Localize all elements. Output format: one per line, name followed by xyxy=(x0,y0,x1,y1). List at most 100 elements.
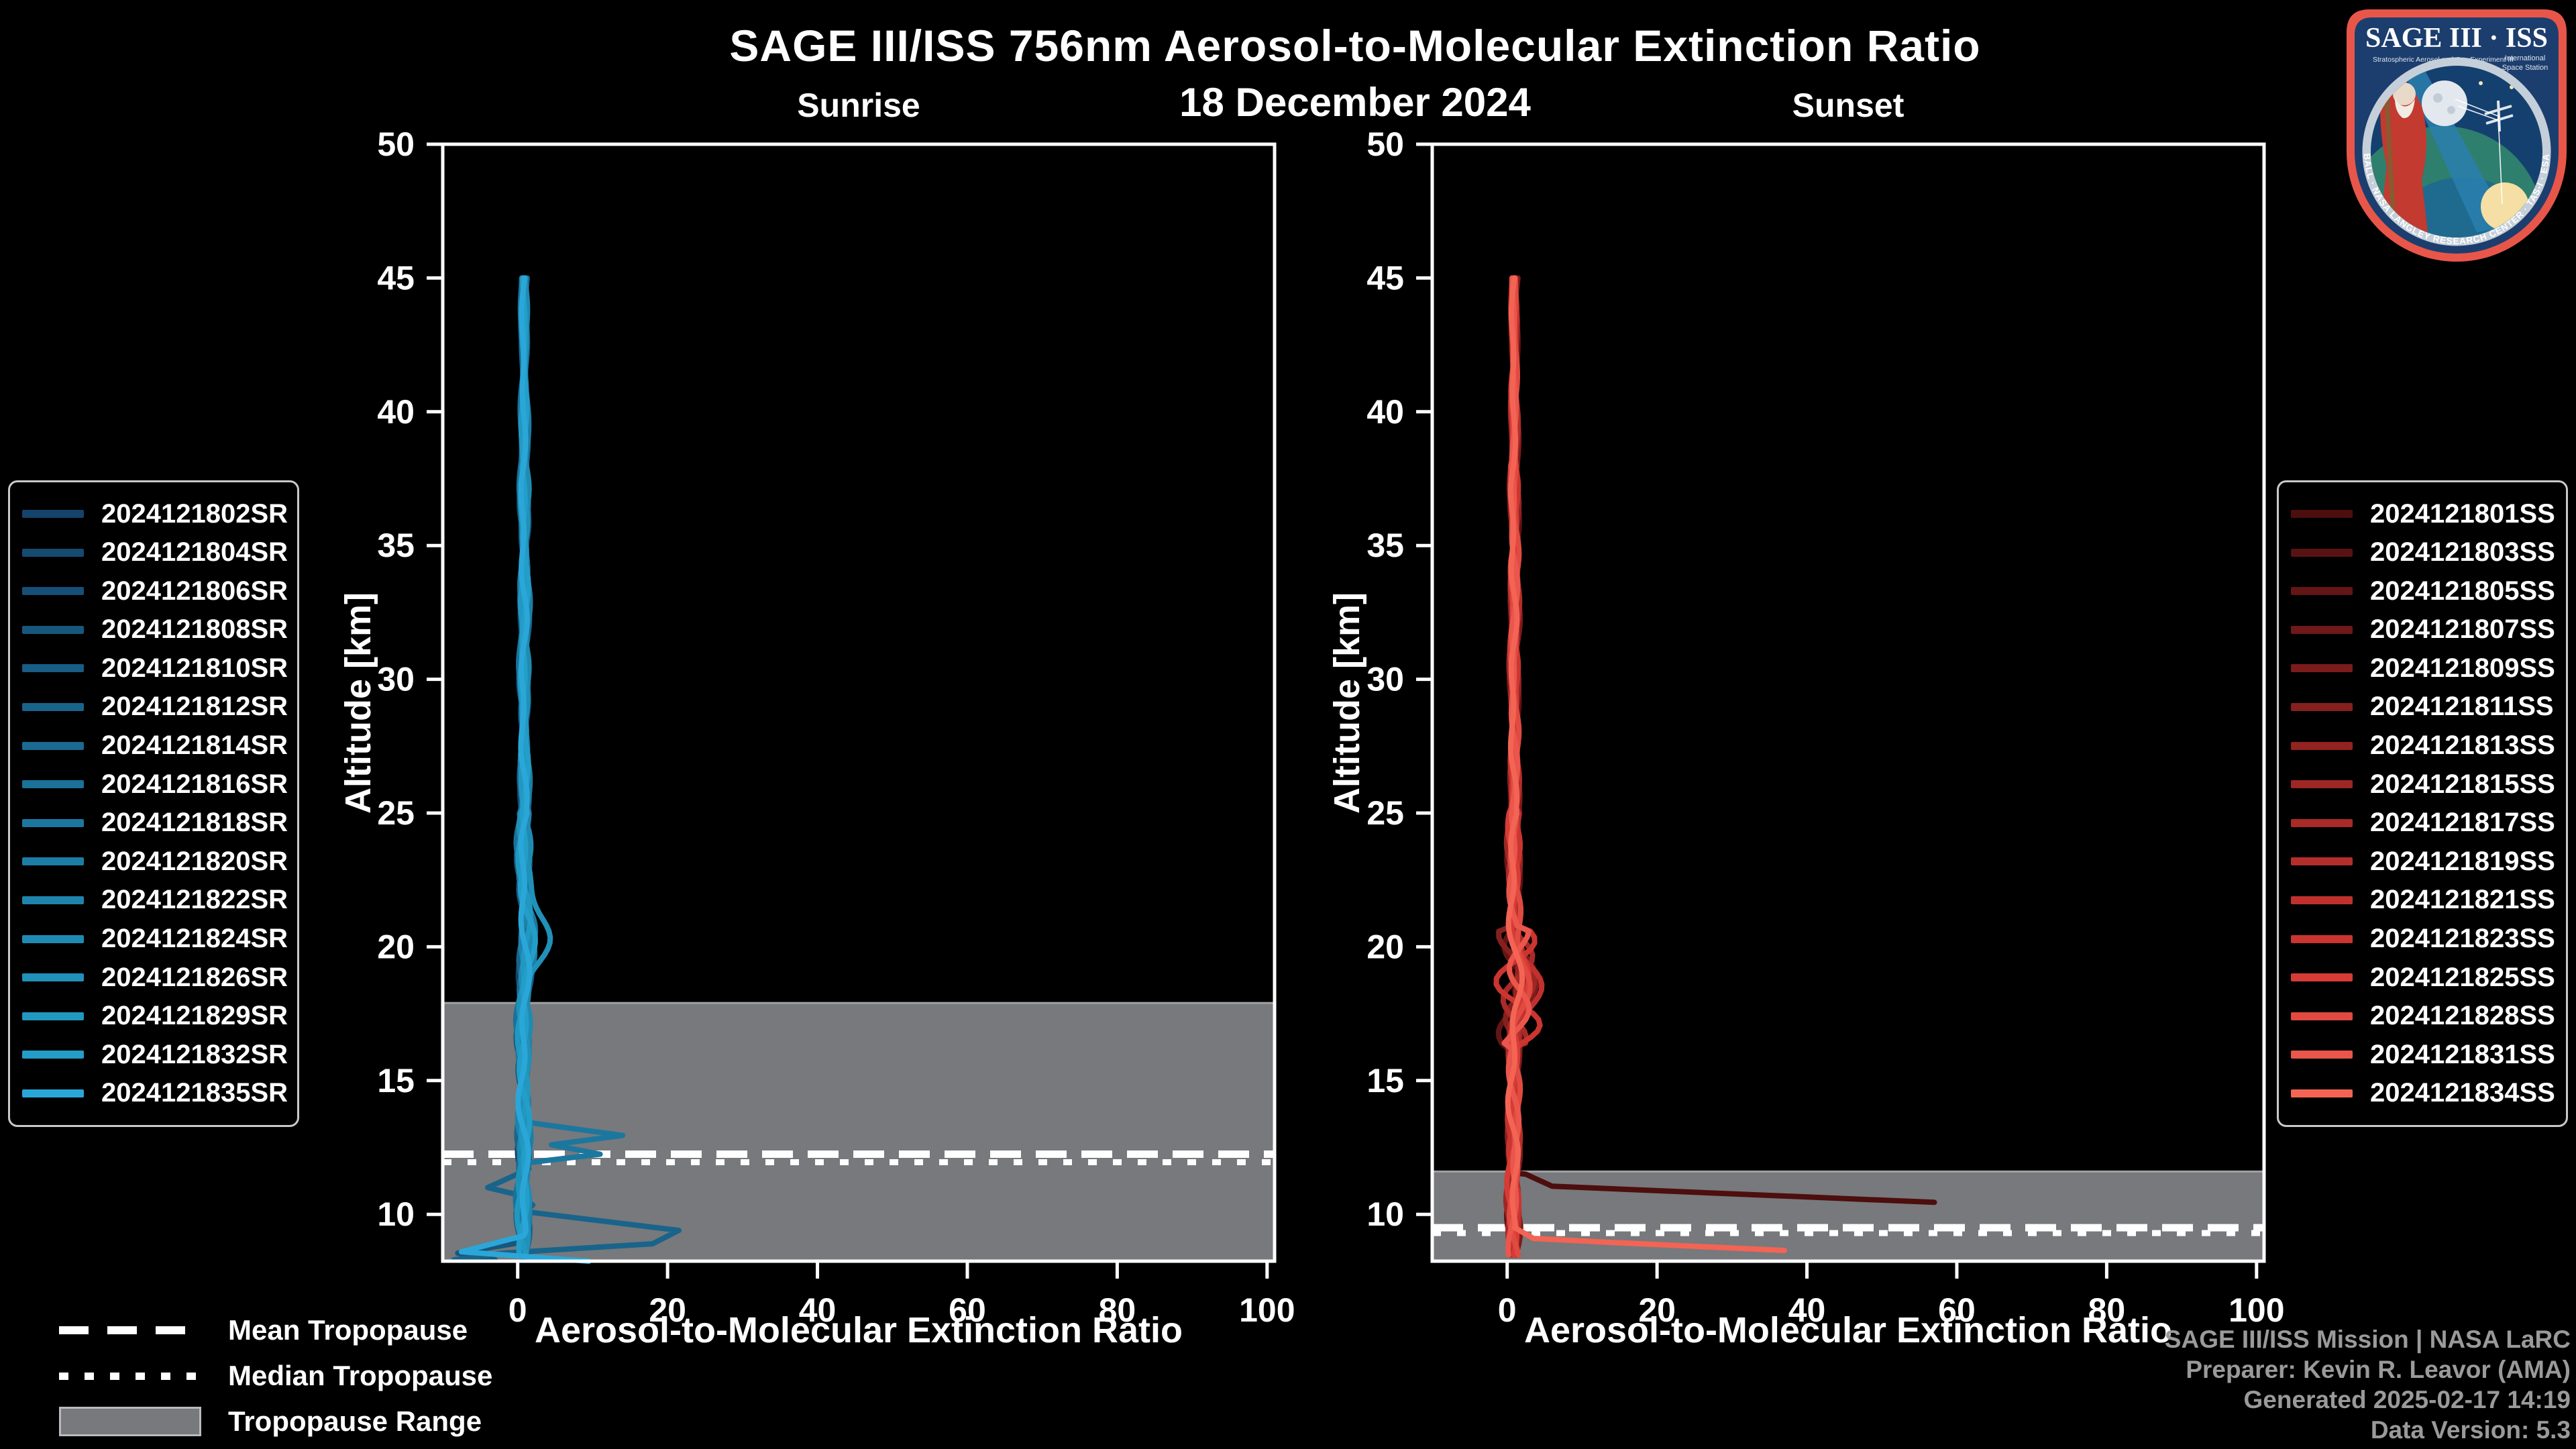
event-id-label: 2024121802SR xyxy=(101,498,288,529)
legend-item: 2024121828SS xyxy=(2291,1001,2555,1032)
event-id-label: 2024121826SR xyxy=(101,962,288,992)
dotted-line-swatch xyxy=(59,1372,201,1380)
event-line-swatch xyxy=(22,1089,84,1097)
sunrise-plot: 10 15 20 25 30 35 40 45 50 0 20 40 60 80 100 xyxy=(377,125,1295,1329)
event-line-swatch xyxy=(22,780,84,789)
event-id-label: 2024121809SS xyxy=(2370,653,2555,683)
event-line-swatch xyxy=(22,625,84,634)
x-tick-label: 80 xyxy=(2088,1291,2126,1329)
x-tick-label: 100 xyxy=(2229,1291,2284,1329)
legend-item: 2024121809SS xyxy=(2291,653,2555,684)
y-tick-label: 50 xyxy=(377,125,415,163)
legend-item: 2024121801SS xyxy=(2291,498,2555,529)
legend-item: 2024121819SS xyxy=(2291,846,2555,877)
event-id-label: 2024121815SS xyxy=(2370,769,2555,799)
event-id-label: 2024121808SR xyxy=(101,614,288,645)
legend-item: 2024121805SS xyxy=(2291,576,2555,606)
legend-item: 2024121808SR xyxy=(22,614,288,645)
event-line-swatch xyxy=(22,818,84,827)
legend-item: 2024121818SR xyxy=(22,808,288,839)
logo-subtitle-iss-1: International xyxy=(2505,54,2546,62)
x-tick-label: 60 xyxy=(1938,1291,1976,1329)
event-line-swatch xyxy=(22,857,84,866)
legend-item: 2024121824SR xyxy=(22,924,288,955)
profile-line-2024121834SS xyxy=(1505,275,1787,1253)
x-tick-label: 60 xyxy=(949,1291,986,1329)
y-tick-label: 35 xyxy=(377,527,415,564)
sunset-event-legend: 2024121801SS 2024121803SS 2024121805SS 2024… xyxy=(2277,480,2568,1127)
event-id-label: 2024121831SS xyxy=(2370,1039,2555,1069)
x-tick-label: 0 xyxy=(1498,1291,1517,1329)
legend-item: 2024121832SR xyxy=(22,1039,288,1070)
legend-label: Tropopause Range xyxy=(228,1405,482,1437)
figure-title: SAGE III/ISS 756nm Aerosol-to-Molecular … xyxy=(729,21,1981,70)
event-line-swatch xyxy=(2291,587,2353,596)
legend-item: 2024121804SR xyxy=(22,537,288,568)
legend-item: 2024121811SS xyxy=(2291,692,2554,722)
event-line-swatch xyxy=(22,741,84,750)
event-line-swatch xyxy=(22,587,84,596)
legend-item: 2024121815SS xyxy=(2291,769,2555,800)
legend-item: 2024121820SR xyxy=(22,846,288,877)
x-tick-label: 100 xyxy=(1239,1291,1295,1329)
sunset-y-axis-label: Altitude [km] xyxy=(1327,592,1367,814)
legend-item: 2024121817SS xyxy=(2291,808,2555,839)
event-line-swatch xyxy=(22,548,84,557)
event-line-swatch xyxy=(22,896,84,904)
legend-item: 2024121814SR xyxy=(22,731,288,761)
event-id-label: 2024121825SS xyxy=(2370,962,2555,992)
x-tick-label: 40 xyxy=(799,1291,837,1329)
event-line-swatch xyxy=(22,702,84,711)
event-line-swatch xyxy=(2291,702,2353,711)
legend-item: 2024121822SR xyxy=(22,885,288,916)
event-line-swatch xyxy=(2291,780,2353,789)
x-tick-label: 20 xyxy=(1638,1291,1676,1329)
credit-generated: Generated 2025-02-17 14:19 xyxy=(2243,1386,2571,1413)
x-tick-label: 80 xyxy=(1099,1291,1136,1329)
gray-band-swatch xyxy=(59,1407,201,1436)
event-line-swatch xyxy=(2291,625,2353,634)
legend-item: 2024121825SS xyxy=(2291,962,2555,993)
sunset-x-axis-label: Aerosol-to-Molecular Extinction Ratio xyxy=(1523,1310,2173,1350)
y-tick-label: 10 xyxy=(377,1195,415,1233)
event-id-label: 2024121811SS xyxy=(2370,692,2554,722)
y-tick-label: 20 xyxy=(377,928,415,965)
event-line-swatch xyxy=(22,1012,84,1020)
event-line-swatch xyxy=(22,934,84,943)
event-id-label: 2024121829SR xyxy=(101,1001,288,1031)
event-id-label: 2024121805SS xyxy=(2370,576,2555,606)
legend-item: 2024121834SS xyxy=(2291,1078,2555,1109)
legend-item: 2024121803SS xyxy=(2291,537,2555,568)
legend-item: 2024121802SR xyxy=(22,498,288,529)
sunrise-event-legend: 2024121802SR 2024121804SR 2024121806SR 2024… xyxy=(8,480,299,1127)
legend-item: 2024121813SS xyxy=(2291,731,2555,761)
credits-block: SAGE III/ISS Mission | NASA LaRC Prepare… xyxy=(2165,1324,2571,1445)
legend-label: Mean Tropopause xyxy=(228,1314,468,1346)
x-tick-label: 40 xyxy=(1788,1291,1826,1329)
legend-item: 2024121812SR xyxy=(22,692,288,722)
logo-title: SAGE III · ISS xyxy=(2365,23,2548,54)
event-line-swatch xyxy=(2291,510,2353,518)
legend-item: 2024121829SR xyxy=(22,1001,288,1032)
event-line-swatch xyxy=(2291,973,2353,982)
event-id-label: 2024121824SR xyxy=(101,924,288,954)
event-id-label: 2024121820SR xyxy=(101,846,288,876)
y-tick-label: 20 xyxy=(1366,928,1404,965)
profile-line-2024121801SS xyxy=(1505,275,1937,1205)
figure-date: 18 December 2024 xyxy=(1179,80,1531,125)
event-id-label: 2024121804SR xyxy=(101,537,288,568)
legend-item: 2024121821SS xyxy=(2291,885,2555,916)
credit-data-version: Data Version: 5.3 xyxy=(2370,1416,2571,1444)
x-tick-label: 20 xyxy=(649,1291,686,1329)
y-tick-label: 45 xyxy=(1366,259,1404,297)
legend-item: 2024121810SR xyxy=(22,653,288,684)
event-line-swatch xyxy=(2291,818,2353,827)
event-id-label: 2024121801SS xyxy=(2370,498,2555,529)
legend-label: Median Tropopause xyxy=(228,1360,493,1391)
event-id-label: 2024121806SR xyxy=(101,576,288,606)
sunset-plot: 10 15 20 25 30 35 40 45 50 0 20 40 60 80 100 xyxy=(1366,125,2284,1329)
sunrise-panel-title: Sunrise xyxy=(797,87,920,124)
event-line-swatch xyxy=(22,664,84,673)
event-line-swatch xyxy=(2291,857,2353,866)
